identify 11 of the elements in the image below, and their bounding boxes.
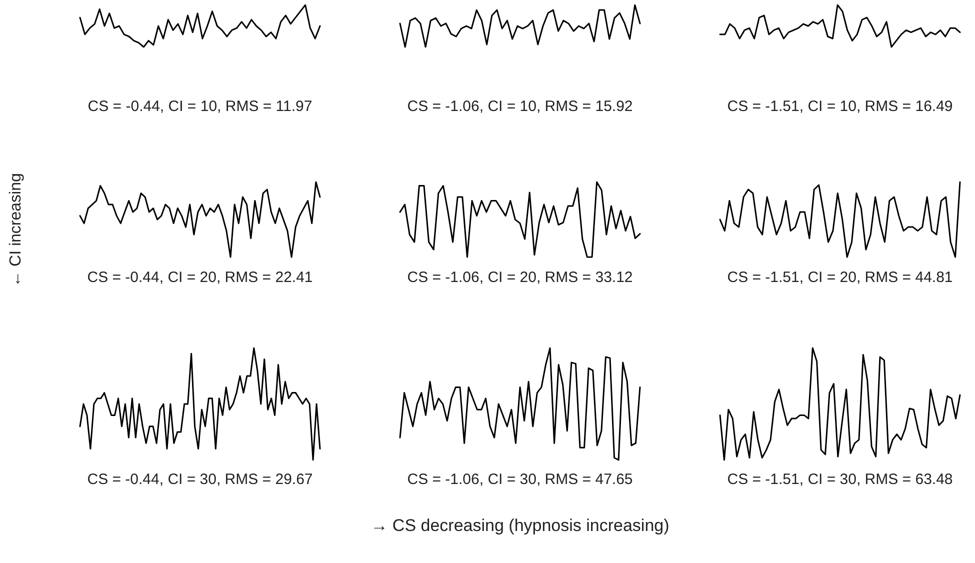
x-axis-title: CS = -1.51, CI = 30, RMS = 63.48 [727,471,953,488]
x-axis-title: CS = -0.44, CI = 10, RMS = 11.97 [88,98,312,115]
x-axis-title: CS = -1.06, CI = 20, RMS = 33.12 [407,269,633,286]
x-axis-title: CS = -1.51, CI = 20, RMS = 44.81 [727,269,953,286]
y-axis-title: ← CI increasing [8,173,24,287]
text: → CS decreasing (hypnosis increasing) [370,516,670,535]
x-axis-title: CS = -1.06, CI = 10, RMS = 15.92 [407,98,633,115]
x-axis-title: CS = -0.44, CI = 30, RMS = 29.67 [87,471,313,488]
x-axis-title: CS = -0.44, CI = 20, RMS = 22.41 [87,269,313,286]
x-axis-title: CS = -1.06, CI = 30, RMS = 47.65 [407,471,633,488]
x-axis-title: CS = -1.51, CI = 10, RMS = 16.49 [727,98,953,115]
